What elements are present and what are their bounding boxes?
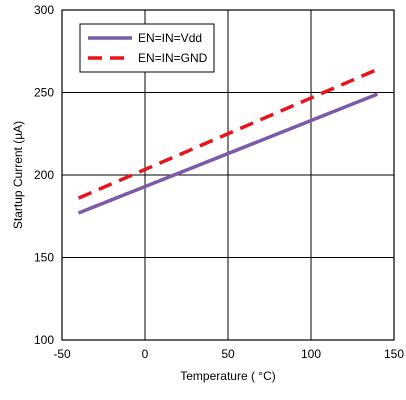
x-tick-labels: -50 0 50 100 150 (53, 347, 404, 361)
x-axis-label: Temperature ( °C) (180, 369, 276, 383)
legend-label-1: EN=IN=Vdd (138, 31, 202, 45)
x-tick-label: -50 (53, 347, 71, 361)
x-tick-label: 150 (384, 347, 404, 361)
x-tick-label: 100 (301, 347, 321, 361)
y-tick-label: 250 (34, 86, 54, 100)
plot-frame (61, 9, 395, 341)
y-tick-label: 300 (34, 3, 54, 17)
series-lines (77, 67, 379, 215)
y-tick-labels: 100 150 200 250 300 (34, 3, 54, 347)
legend-label-2: EN=IN=GND (138, 51, 208, 65)
y-tick-label: 150 (34, 251, 54, 265)
y-tick-label: 200 (34, 168, 54, 182)
legend-box (79, 23, 215, 73)
y-axis-label: Startup Current (µA) (11, 121, 25, 229)
x-tick-label: 0 (142, 347, 149, 361)
grid-lines (62, 10, 394, 340)
series-line-2 (77, 67, 379, 200)
legend: EN=IN=Vdd EN=IN=GND (79, 23, 215, 73)
y-tick-label: 100 (34, 333, 54, 347)
x-tick-label: 50 (221, 347, 235, 361)
series-line-1 (77, 92, 379, 215)
